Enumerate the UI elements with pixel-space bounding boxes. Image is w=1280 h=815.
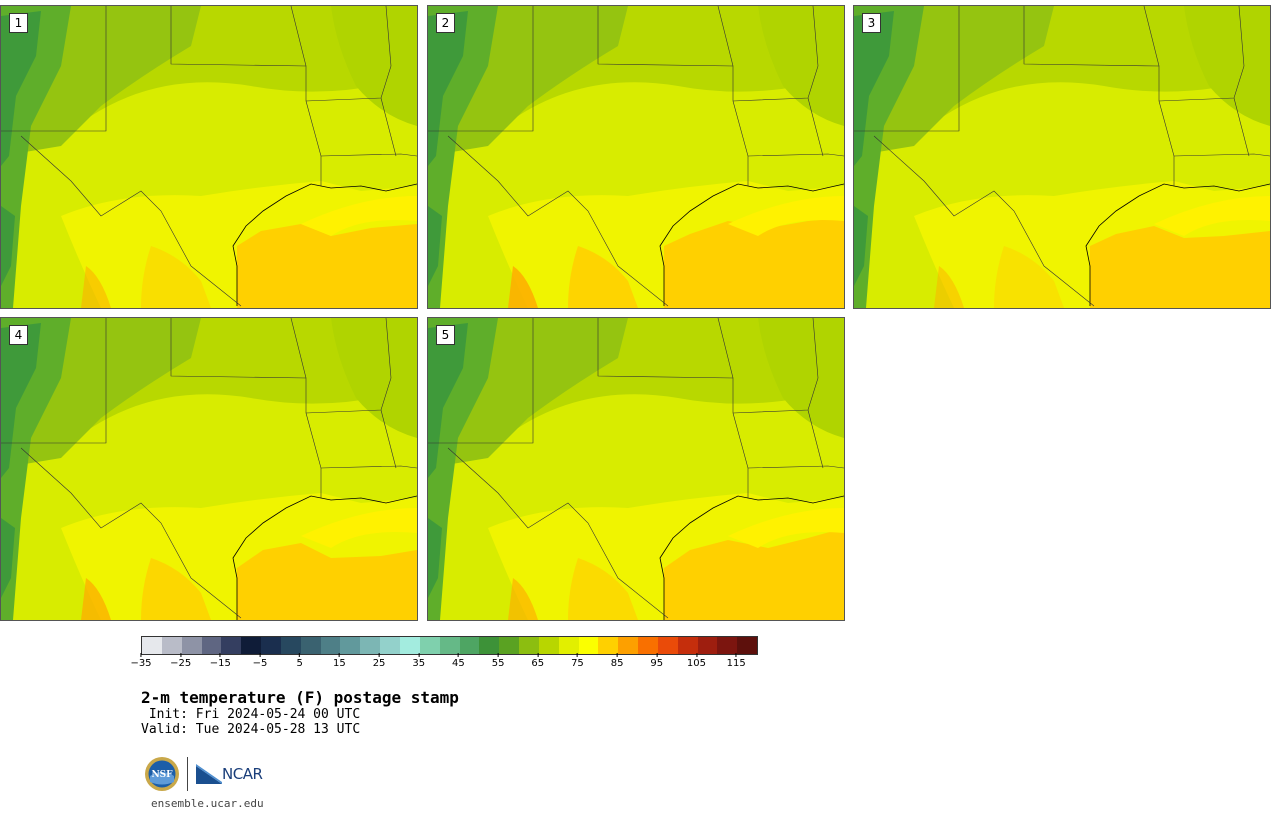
colorbar-tick: 55	[492, 653, 505, 669]
colorbar-tick: 45	[452, 653, 465, 669]
map-panel-1: 1	[0, 5, 418, 309]
colorbar-bin	[677, 637, 698, 654]
panel-number: 1	[9, 13, 28, 33]
colorbar-tick: −15	[210, 653, 231, 669]
logo-group: NSF NCAR	[144, 756, 263, 792]
colorbar-tick: 95	[650, 653, 663, 669]
colorbar-bin	[558, 637, 579, 654]
colorbar-bin	[638, 637, 658, 654]
colorbar-bin	[519, 637, 539, 654]
site-url: ensemble.ucar.edu	[151, 797, 264, 810]
ncar-mark-icon	[196, 764, 222, 784]
temperature-colorbar	[141, 636, 758, 655]
logo-divider	[187, 757, 188, 791]
panel-number: 4	[9, 325, 28, 345]
colorbar-bin	[380, 637, 400, 654]
panel-number: 2	[436, 13, 455, 33]
colorbar-tick: −25	[170, 653, 191, 669]
temperature-map	[1, 6, 417, 308]
temperature-map	[854, 6, 1270, 308]
valid-time: Valid: Tue 2024-05-28 13 UTC	[141, 722, 361, 737]
ncar-wordmark: NCAR	[222, 765, 263, 783]
colorbar-bin	[261, 637, 281, 654]
colorbar-bin	[142, 637, 162, 654]
map-panel-5: 5	[427, 317, 845, 621]
colorbar-bin	[360, 637, 381, 654]
colorbar-tick: 105	[687, 653, 706, 669]
panel-number: 5	[436, 325, 455, 345]
colorbar-bin	[578, 637, 599, 654]
colorbar-bin	[499, 637, 520, 654]
map-panel-2: 2	[427, 5, 845, 309]
colorbar-bin	[320, 637, 341, 654]
colorbar-tick: 65	[531, 653, 544, 669]
colorbar-bin	[340, 637, 361, 654]
panel-number: 3	[862, 13, 881, 33]
colorbar-bin	[241, 637, 262, 654]
colorbar-bin	[201, 637, 222, 654]
init-time: Init: Fri 2024-05-24 00 UTC	[141, 707, 361, 722]
colorbar-tick: 115	[727, 653, 746, 669]
colorbar-bin	[221, 637, 242, 654]
colorbar-bin	[181, 637, 202, 654]
colorbar-tick: −5	[253, 653, 268, 669]
ncar-logo: NCAR	[196, 764, 263, 784]
colorbar-bin	[538, 637, 559, 654]
colorbar-bin	[657, 637, 678, 654]
colorbar-bin	[419, 637, 440, 654]
colorbar-bin	[479, 637, 500, 654]
colorbar-bin	[618, 637, 639, 654]
temperature-map	[428, 6, 844, 308]
colorbar-bin	[598, 637, 619, 654]
colorbar-tick: 15	[333, 653, 346, 669]
svg-text:NSF: NSF	[151, 770, 173, 780]
colorbar-bin	[300, 637, 321, 654]
colorbar-bin	[717, 637, 738, 654]
figure-title: 2-m temperature (F) postage stamp	[141, 688, 459, 707]
colorbar-bin	[459, 637, 480, 654]
colorbar-bin	[280, 637, 301, 654]
colorbar-tick: 25	[373, 653, 386, 669]
colorbar-bin	[737, 637, 758, 654]
colorbar-bin	[697, 637, 718, 654]
colorbar-bin	[161, 637, 182, 654]
temperature-map	[428, 318, 844, 620]
map-panel-4: 4	[0, 317, 418, 621]
colorbar-bin	[399, 637, 420, 654]
colorbar-tick-labels: −35 −25 −15 −5 5 15 25 35 45 55 65 75 85 95 105 115	[130, 653, 756, 673]
colorbar-tick: 75	[571, 653, 584, 669]
colorbar-tick: 5	[297, 653, 303, 669]
map-panel-3: 3	[853, 5, 1271, 309]
colorbar-bin	[439, 637, 460, 654]
colorbar-tick: 35	[412, 653, 425, 669]
temperature-map	[1, 318, 417, 620]
nsf-logo-icon: NSF	[145, 757, 179, 791]
colorbar-tick: −35	[130, 653, 151, 669]
colorbar-tick: 85	[611, 653, 624, 669]
